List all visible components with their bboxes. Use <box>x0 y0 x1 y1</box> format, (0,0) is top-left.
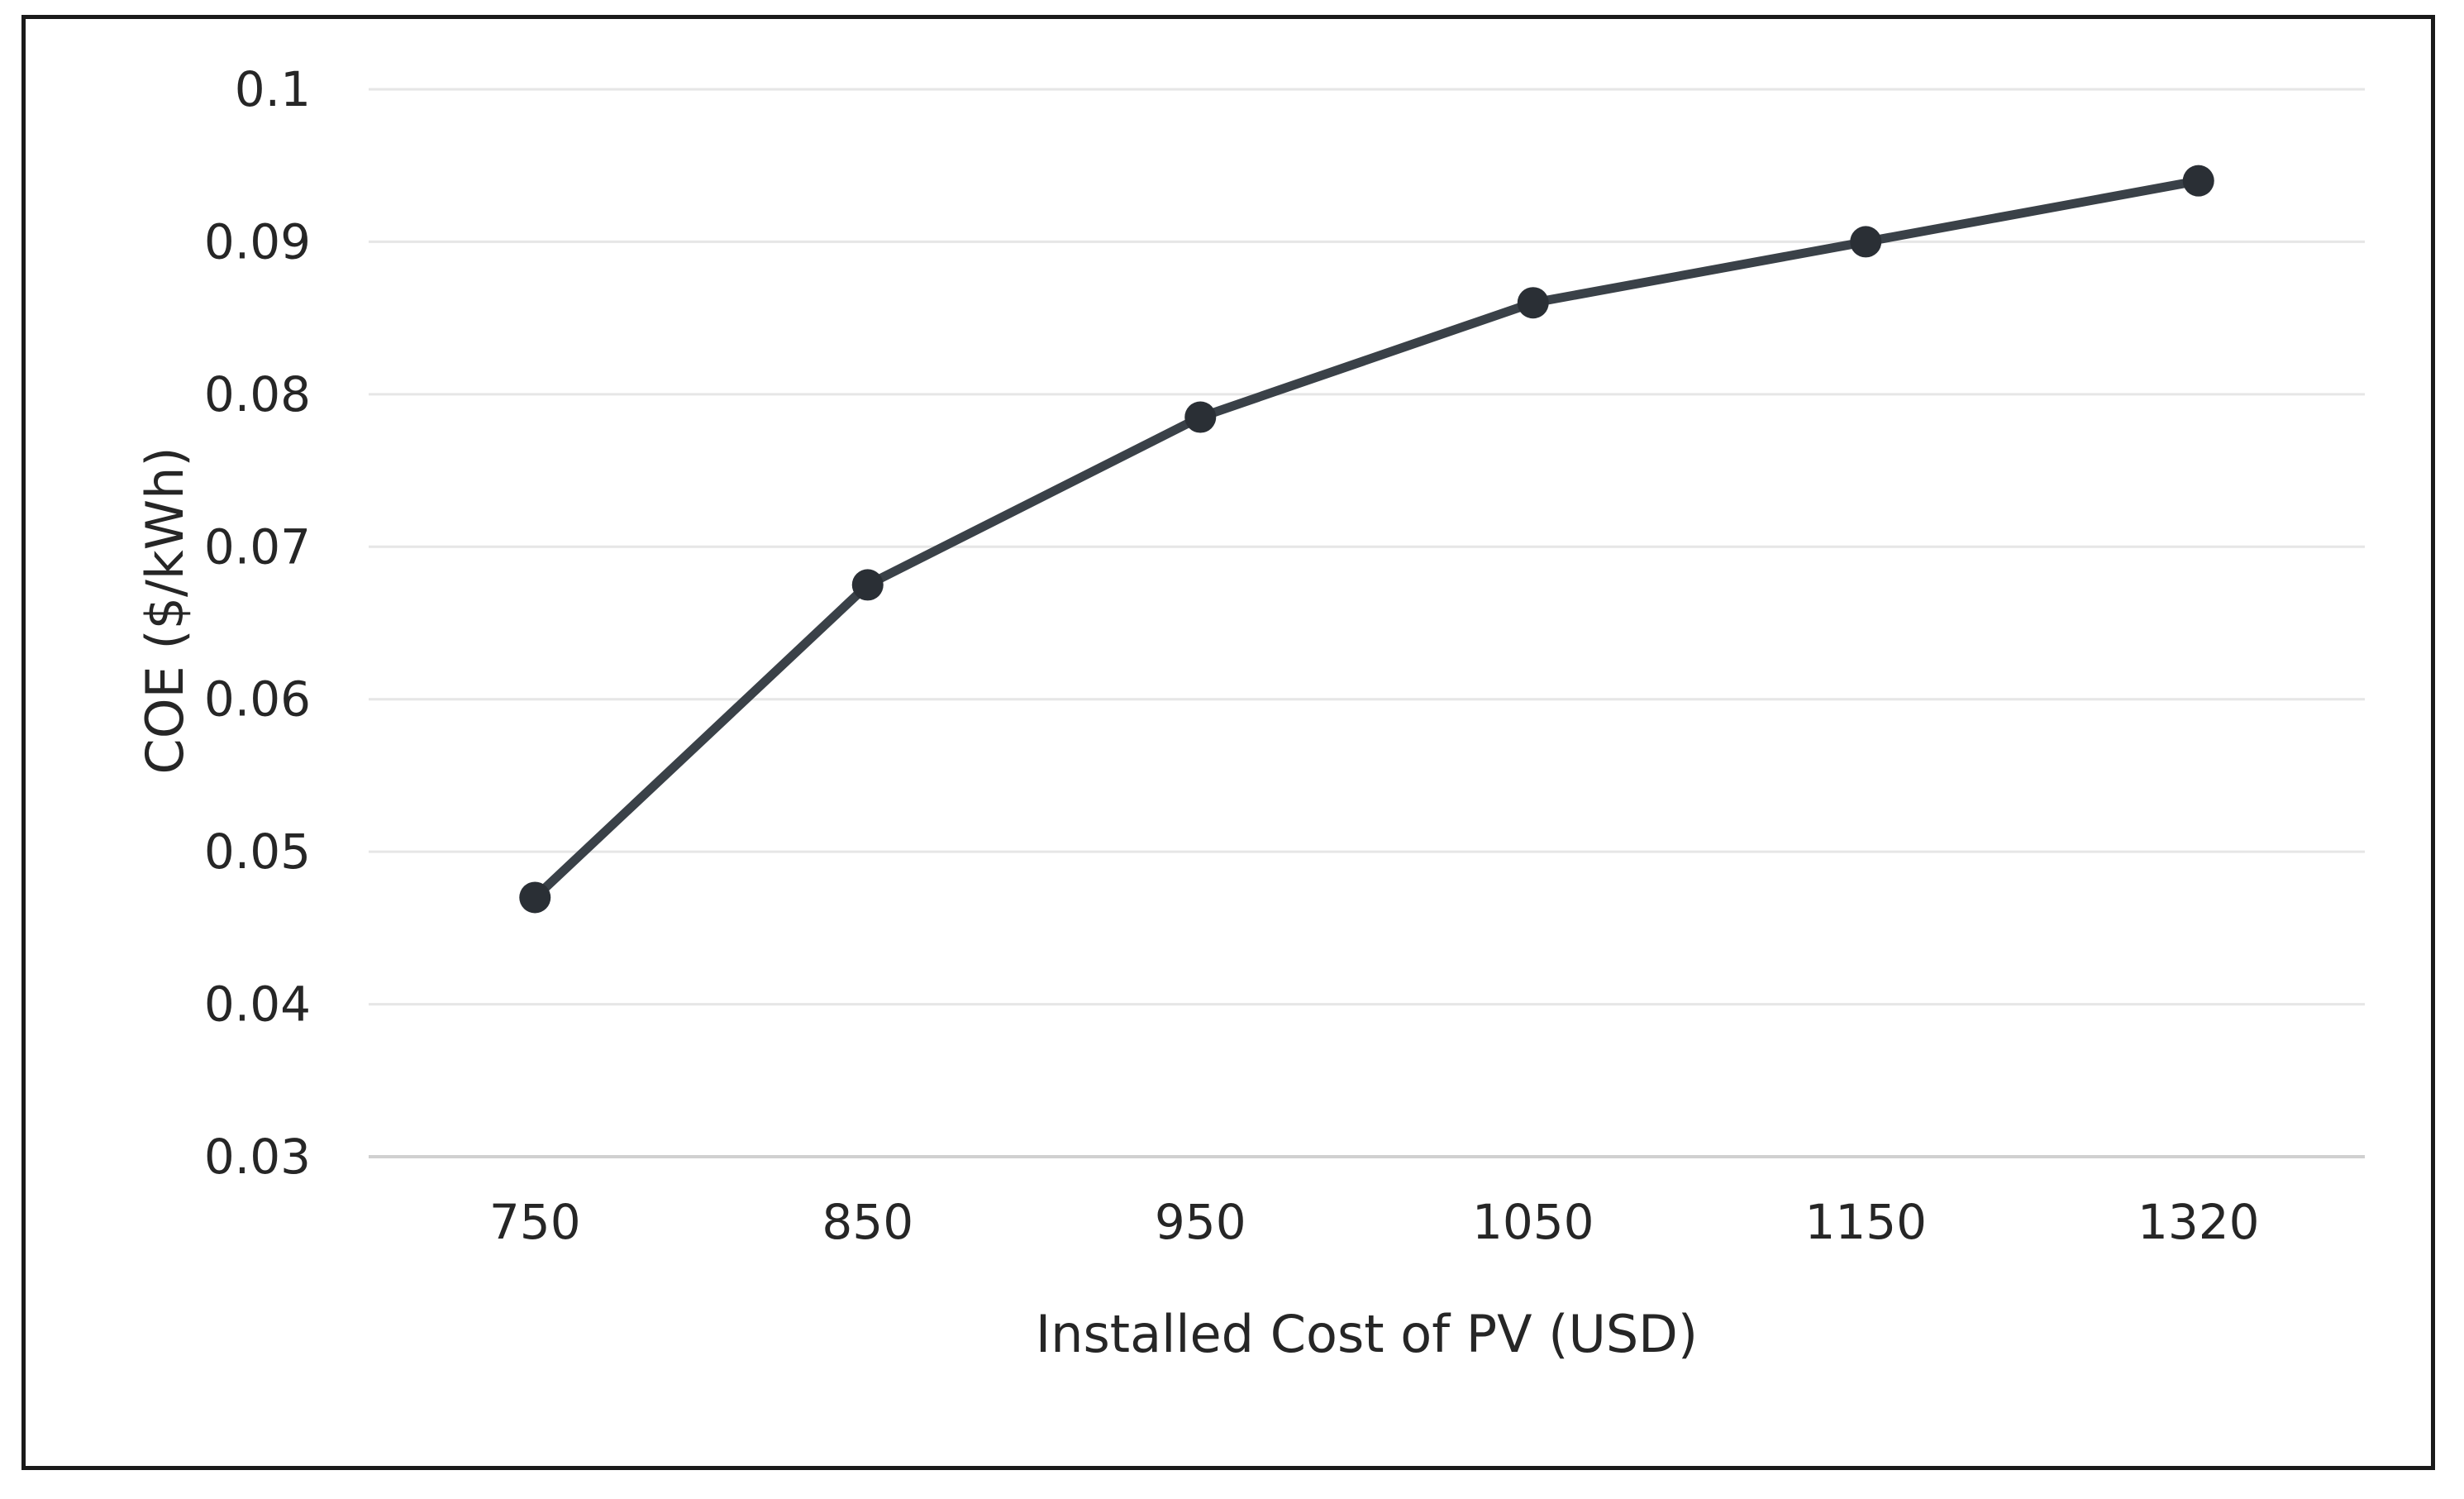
series-layer <box>519 165 2214 914</box>
data-point <box>851 569 884 601</box>
x-tick-label: 1320 <box>2138 1194 2260 1250</box>
x-axis-title: Installed Cost of PV (USD) <box>1036 1304 1698 1364</box>
data-point <box>1184 401 1217 433</box>
chart-frame: 0.03 0.04 0.05 0.06 0.07 0.08 0.09 0.1 750 850 950… <box>21 15 2435 1470</box>
y-tick-label: 0.03 <box>204 1129 311 1185</box>
y-tick-label: 0.07 <box>204 518 311 575</box>
chart-svg: 0.03 0.04 0.05 0.06 0.07 0.08 0.09 0.1 750 850 950… <box>135 61 2365 1364</box>
x-tick-label: 850 <box>822 1194 913 1250</box>
data-point <box>519 881 551 914</box>
data-point <box>1517 287 1549 319</box>
x-tick-label: 750 <box>489 1194 581 1250</box>
y-axis-title: COE ($/kWh) <box>135 446 195 774</box>
grid-layer <box>369 88 2365 1006</box>
x-tick-label: 1150 <box>1804 1194 1927 1250</box>
series-line <box>530 176 2204 902</box>
data-point <box>2182 165 2214 197</box>
y-tick-label: 0.04 <box>204 976 311 1033</box>
y-tick-label: 0.09 <box>204 213 311 270</box>
y-tick-label: 0.1 <box>235 61 311 117</box>
y-tick-label: 0.05 <box>204 823 311 880</box>
x-tick-label: 1050 <box>1472 1194 1594 1250</box>
y-tick-label: 0.08 <box>204 366 311 422</box>
y-tick-label: 0.06 <box>204 671 311 728</box>
label-layer: 0.03 0.04 0.05 0.06 0.07 0.08 0.09 0.1 750 850 950… <box>204 61 2260 1250</box>
data-point <box>1850 226 1882 258</box>
x-tick-label: 950 <box>1155 1194 1246 1250</box>
